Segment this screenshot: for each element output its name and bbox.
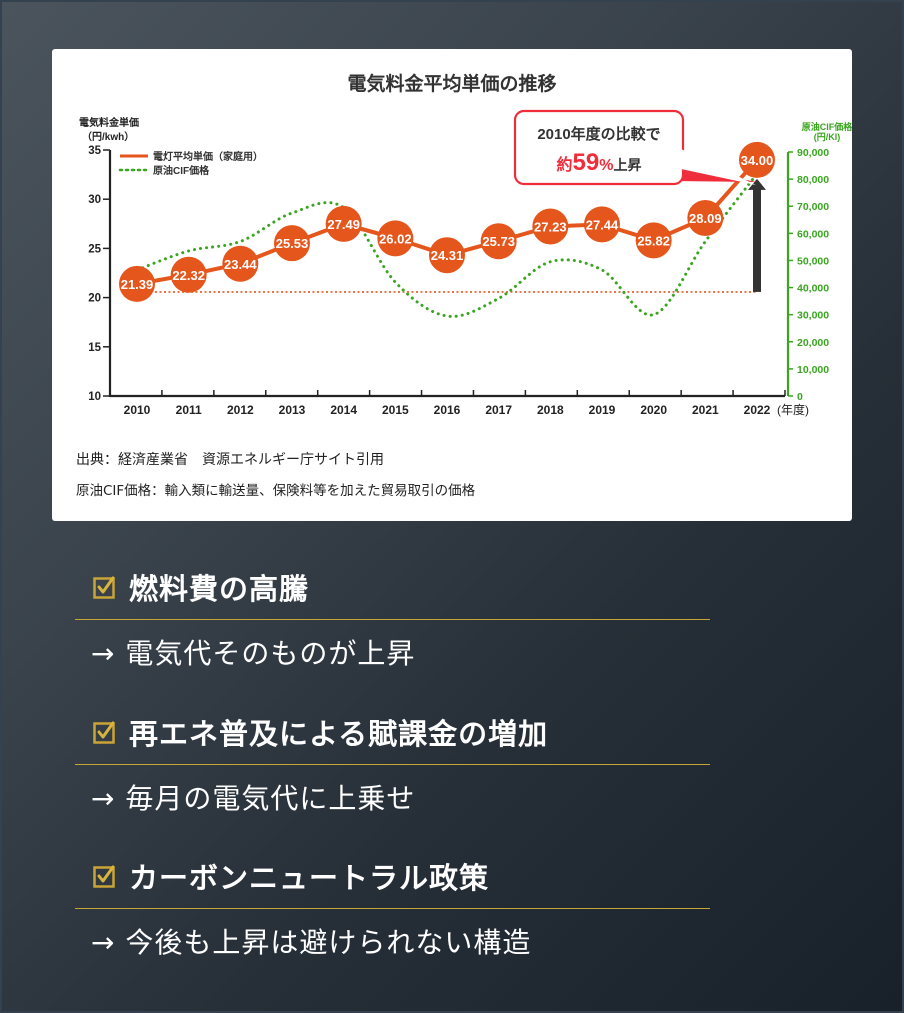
point-sub: → 電気代そのものが上昇 <box>91 637 416 670</box>
x-tick-label: 2013 <box>279 403 306 417</box>
data-label: 22.32 <box>172 268 205 283</box>
data-label: 26.02 <box>379 231 412 246</box>
x-tick-label: 2016 <box>434 403 461 417</box>
y-tick-label: 10 <box>88 391 101 403</box>
x-tick-label: 2017 <box>485 403 512 417</box>
x-tick-label: 2014 <box>330 403 357 417</box>
data-label: 27.49 <box>327 217 360 232</box>
data-marker <box>325 205 362 242</box>
data-marker <box>480 223 517 260</box>
data-marker <box>429 237 465 274</box>
y2-axis-label: 原油CIF価格 <box>802 121 852 132</box>
y2-tick-label: 20,000 <box>797 337 829 349</box>
y2-tick-label: 80,000 <box>797 174 829 186</box>
y2-tick-label: 60,000 <box>797 228 829 240</box>
y2-tick-label: 90,000 <box>797 147 829 159</box>
x-tick-label: 2021 <box>692 403 719 417</box>
data-label: 21.39 <box>121 277 154 292</box>
y2-tick-label: 70,000 <box>797 201 829 213</box>
y-axis-label: 電気料金単価 <box>79 116 139 129</box>
x-axis-unit: (年度) <box>777 402 809 417</box>
data-marker <box>532 208 569 245</box>
callout-text: 2010年度の比較で <box>537 125 660 143</box>
x-tick-label: 2011 <box>176 403 202 417</box>
x-tick-label: 2012 <box>227 403 254 417</box>
y-axis-unit: （円/kwh） <box>82 130 134 143</box>
cif-note: 原油CIF価格：輸入類に輸送量、保険料等を加えた貿易取引の価格 <box>76 483 476 499</box>
y2-tick-label: 50,000 <box>797 255 829 267</box>
data-marker <box>274 225 310 262</box>
data-label: 24.31 <box>431 248 464 263</box>
point-title: 再エネ普及による賦課金の増加 <box>129 717 549 751</box>
point-sub: → 毎月の電気代に上乗せ <box>91 782 416 815</box>
point-title: 燃料費の高騰 <box>129 572 310 606</box>
data-marker <box>377 220 414 257</box>
point-fuel: 燃料費の高騰 → 電気代そのものが上昇 <box>75 567 715 672</box>
callout-pointer-inner <box>681 149 756 185</box>
callout-rise: 約59%上昇 <box>557 149 642 176</box>
point-sub: → 今後も上昇は避けられない構造 <box>91 926 532 959</box>
data-label: 23.44 <box>224 257 257 272</box>
x-tick-label: 2015 <box>382 403 409 417</box>
y2-tick-label: 10,000 <box>797 364 829 376</box>
legend-electric: 電灯平均単価（家庭用） <box>153 150 263 163</box>
divider <box>75 764 710 765</box>
y-tick-label: 15 <box>88 342 101 354</box>
legend-crude: 原油CIF価格 <box>153 164 210 177</box>
rise-arrow-head <box>748 178 766 190</box>
callout-box <box>513 109 685 186</box>
point-carbon-neutral: カーボンニュートラル政策 → 今後も上昇は避けられない構造 <box>75 856 715 961</box>
y2-tick-label: 40,000 <box>797 283 829 295</box>
chart-title: 電気料金平均単価の推移 <box>347 72 556 95</box>
data-label: 27.44 <box>586 217 619 232</box>
checkbox-checked-icon <box>93 721 115 744</box>
x-tick-label: 2010 <box>124 403 151 417</box>
data-marker <box>170 256 207 293</box>
data-marker <box>584 206 620 243</box>
rise-arrow-shaft <box>753 185 761 292</box>
chart-card: 電気料金平均単価の推移 電気料金単価 （円/kwh） 原油CIF価格 (円/Kl) 10 1… <box>52 49 852 521</box>
y-tick-label: 20 <box>88 293 101 305</box>
data-label: 25.73 <box>482 234 515 249</box>
point-title: カーボンニュートラル政策 <box>129 861 490 895</box>
x-tick-label: 2019 <box>589 403 616 417</box>
source-note: 出典：経済産業省 資源エネルギー庁サイト引用 <box>76 452 384 468</box>
point-renewable: 再エネ普及による賦課金の増加 → 毎月の電気代に上乗せ <box>75 712 715 817</box>
y-tick-label: 25 <box>88 243 101 255</box>
divider <box>75 908 710 909</box>
x-tick-label: 2018 <box>537 403 564 417</box>
y2-tick-label: 30,000 <box>797 310 829 322</box>
y-tick-label: 35 <box>88 145 101 157</box>
divider <box>75 619 710 620</box>
data-marker <box>635 222 672 259</box>
data-label: 28.09 <box>689 211 722 226</box>
data-label: 34.00 <box>741 153 774 168</box>
checkbox-checked-icon <box>93 576 115 599</box>
checkbox-checked-icon <box>93 865 115 888</box>
y2-axis-unit: (円/Kl) <box>814 132 841 142</box>
x-tick-label: 2020 <box>640 403 667 417</box>
data-marker <box>222 245 259 282</box>
data-marker <box>739 141 775 178</box>
data-label: 25.82 <box>637 233 670 248</box>
data-marker <box>687 199 724 236</box>
data-label: 27.23 <box>534 219 567 234</box>
y2-tick-label: 0 <box>797 391 803 403</box>
data-marker <box>119 265 155 302</box>
y-tick-label: 30 <box>88 194 101 206</box>
x-tick-label: 2022 <box>744 403 771 417</box>
price-chart: 電気料金平均単価の推移電気料金単価（円/kwh）原油CIF価格(円/Kl)101… <box>79 72 852 417</box>
data-label: 25.53 <box>276 236 309 251</box>
